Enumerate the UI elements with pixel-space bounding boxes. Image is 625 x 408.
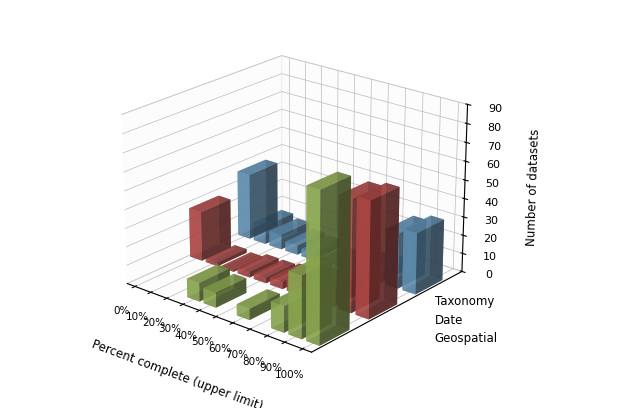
Legend: Taxonomy, Date, Geospatial: Taxonomy, Date, Geospatial	[430, 290, 502, 350]
X-axis label: Percent complete (upper limit): Percent complete (upper limit)	[90, 338, 264, 408]
